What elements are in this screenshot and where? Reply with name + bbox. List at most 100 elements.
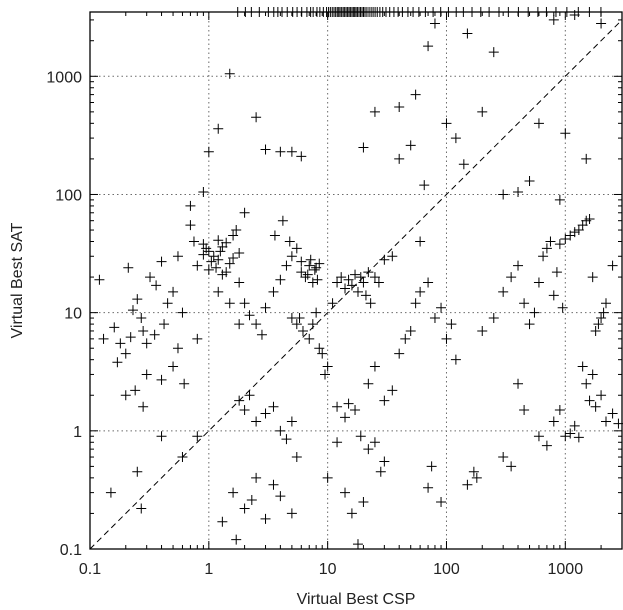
data-point bbox=[506, 461, 517, 472]
data-point bbox=[251, 416, 262, 427]
data-point bbox=[441, 118, 452, 129]
data-point bbox=[415, 236, 426, 247]
data-point bbox=[600, 298, 611, 309]
data-point bbox=[369, 106, 380, 117]
data-point bbox=[198, 186, 209, 197]
data-point bbox=[221, 237, 232, 248]
data-point bbox=[98, 333, 109, 344]
data-point bbox=[302, 269, 313, 280]
data-point bbox=[239, 207, 250, 218]
data-point bbox=[394, 348, 405, 359]
data-point bbox=[234, 319, 245, 330]
data-point bbox=[275, 274, 286, 285]
data-point bbox=[471, 472, 482, 483]
data-point bbox=[188, 236, 199, 247]
data-point bbox=[130, 385, 141, 396]
data-point bbox=[198, 249, 209, 260]
data-point bbox=[387, 251, 398, 262]
data-point bbox=[309, 264, 320, 275]
data-point bbox=[369, 272, 380, 283]
data-point bbox=[172, 343, 183, 354]
data-point bbox=[239, 405, 250, 416]
data-point bbox=[177, 452, 188, 463]
data-point bbox=[297, 325, 308, 336]
data-point bbox=[268, 286, 279, 297]
data-point bbox=[211, 262, 222, 273]
data-point bbox=[322, 472, 333, 483]
data-point bbox=[596, 313, 607, 324]
data-point bbox=[462, 479, 473, 490]
data-point bbox=[269, 230, 280, 241]
data-point bbox=[519, 298, 530, 309]
data-point bbox=[332, 437, 343, 448]
data-points bbox=[94, 10, 623, 550]
data-point bbox=[373, 277, 384, 288]
data-point bbox=[548, 290, 559, 301]
data-point bbox=[322, 361, 333, 372]
y-tick-label: 0.1 bbox=[60, 542, 82, 559]
data-point bbox=[281, 434, 292, 445]
data-point bbox=[123, 262, 134, 273]
data-point bbox=[607, 408, 618, 419]
data-point bbox=[217, 516, 228, 527]
data-point bbox=[296, 256, 307, 267]
data-point bbox=[498, 286, 509, 297]
data-point bbox=[228, 230, 239, 241]
data-point bbox=[369, 361, 380, 372]
data-point bbox=[423, 41, 434, 52]
data-point bbox=[172, 251, 183, 262]
data-point bbox=[538, 251, 549, 262]
data-point bbox=[291, 319, 302, 330]
data-point bbox=[506, 272, 517, 283]
data-point bbox=[224, 68, 235, 79]
data-point bbox=[332, 277, 343, 288]
data-point bbox=[513, 260, 524, 271]
data-point bbox=[400, 333, 411, 344]
data-point bbox=[136, 503, 147, 514]
data-point bbox=[423, 482, 434, 493]
data-point bbox=[246, 494, 257, 505]
data-point bbox=[340, 412, 351, 423]
data-point bbox=[311, 307, 322, 318]
data-point bbox=[185, 200, 196, 211]
data-point bbox=[577, 361, 588, 372]
data-point bbox=[192, 431, 203, 442]
data-point bbox=[436, 302, 447, 313]
x-tick-label: 100 bbox=[433, 561, 460, 578]
y-tick-label: 10 bbox=[64, 306, 82, 323]
x-tick-label: 0.1 bbox=[79, 561, 101, 578]
data-point bbox=[533, 431, 544, 442]
data-point bbox=[304, 260, 315, 271]
data-point bbox=[360, 290, 371, 301]
data-point bbox=[336, 272, 347, 283]
data-point bbox=[410, 298, 421, 309]
data-point bbox=[228, 487, 239, 498]
data-point bbox=[260, 302, 271, 313]
data-point bbox=[149, 329, 160, 340]
data-point bbox=[462, 28, 473, 39]
x-tick-label: 1 bbox=[204, 561, 213, 578]
data-point bbox=[363, 444, 374, 455]
data-point bbox=[244, 310, 255, 321]
data-point bbox=[109, 322, 120, 333]
data-point bbox=[168, 286, 179, 297]
data-point bbox=[215, 246, 226, 257]
data-point bbox=[573, 432, 584, 443]
data-point bbox=[551, 267, 562, 278]
data-point bbox=[423, 277, 434, 288]
data-point bbox=[565, 428, 576, 439]
x-tick-label: 10 bbox=[319, 561, 337, 578]
data-point bbox=[105, 487, 116, 498]
data-point bbox=[314, 343, 325, 354]
data-point bbox=[213, 254, 224, 265]
data-point bbox=[519, 405, 530, 416]
data-point bbox=[379, 456, 390, 467]
data-point bbox=[569, 227, 580, 238]
data-point bbox=[162, 298, 173, 309]
data-point bbox=[281, 260, 292, 271]
data-point bbox=[450, 133, 461, 144]
data-point bbox=[450, 354, 461, 365]
data-point bbox=[587, 272, 598, 283]
data-point bbox=[394, 101, 405, 112]
data-point bbox=[350, 405, 361, 416]
